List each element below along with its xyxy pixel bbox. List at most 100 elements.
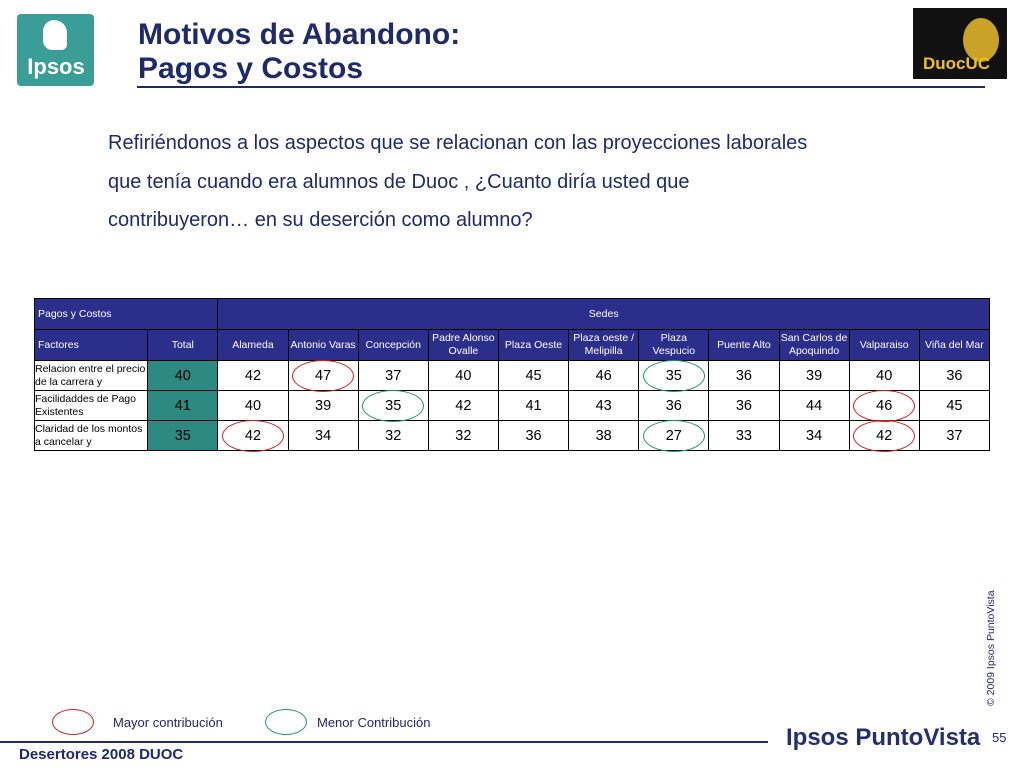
row-label: Facilidaddes de Pago Existentes [33,390,149,421]
cell-value: 44 [806,397,823,414]
mayor-contribucion-mark [292,359,355,392]
cell-value: 39 [806,367,823,384]
cell-value: 36 [665,397,682,414]
value-cell: 35 [357,389,429,422]
duoc-logo-text: DuocUC [923,54,991,73]
menor-contribucion-mark [642,419,705,452]
mayor-contribucion-mark [221,419,284,452]
page-number: 55 [992,730,1007,745]
footer-brand-logo: Ipsos PuntoVista [786,724,981,751]
results-table: Pagos y Costos Sedes Factores Total Alam… [33,298,991,452]
row-label: Relacion entre el precio de la carrera y [33,360,149,391]
value-cell: 42 [848,419,920,452]
value-cell: 32 [427,420,499,451]
column-header: Total [147,329,219,361]
column-header: Factores [33,329,149,361]
value-cell: 45 [918,390,991,421]
page-title-line2: Pagos y Costos [138,52,364,85]
table-row: Facilidaddes de Pago Existentes 41 40 39 35 4… [33,389,991,422]
value-cell: 41 [497,390,570,421]
value-cell: 37 [357,360,429,391]
value-cell: 36 [708,360,780,391]
table-group-row: Pagos y Costos Sedes [33,298,990,330]
table-row: Relacion entre el precio de la carrera y… [33,359,991,392]
duoc-logo: DuocUC [913,8,1007,79]
cell-value: 34 [806,427,823,444]
mayor-legend-label: Mayor contribución [113,715,223,730]
value-cell: 36 [638,390,710,421]
group-label: Sedes [217,298,990,330]
ipsos-logo: Ipsos [17,14,94,86]
mayor-legend-swatch [52,709,94,735]
column-header: Plaza oeste / Melipilla [568,329,640,361]
value-cell: 34 [778,420,850,451]
menor-contribucion-mark [362,389,425,422]
page-title-line1: Motivos de Abandono: [138,18,461,51]
question-line: contribuyeron… en su deserción como alum… [108,209,533,231]
column-header: San Carlos de Apoquindo [778,329,850,361]
value-cell: 46 [568,360,640,391]
value-cell: 32 [357,420,429,451]
cell-value: 36 [735,397,752,414]
column-header: Concepción [357,329,429,361]
value-cell: 36 [497,420,570,451]
university-seal-icon [963,18,999,62]
value-cell: 36 [708,390,780,421]
value-cell: 42 [217,419,289,452]
value-cell: 45 [497,360,570,391]
total-cell: 40 [147,360,219,391]
survey-question: Refiriéndonos a los aspectos que se rela… [108,124,928,240]
column-header: Viña del Mar [918,329,991,361]
footer-title: Desertores 2008 DUOC [19,746,184,763]
value-cell: 35 [638,359,710,392]
table-row: Claridad de los montos a cancelar y 35 42 3… [33,419,991,452]
value-cell: 36 [918,360,991,391]
column-header: Puente Alto [708,329,780,361]
column-header: Padre Alonso Ovalle [427,329,499,361]
cell-value: 36 [946,367,963,384]
cell-value: 39 [315,397,332,414]
page-title: Motivos de Abandono: Pagos y Costos [138,18,460,86]
cell-value: 40 [876,367,893,384]
cell-value: 43 [595,397,612,414]
menor-contribucion-mark [642,359,705,392]
cell-value: 37 [385,367,402,384]
cell-value: 37 [946,427,963,444]
cell-value: 33 [735,427,752,444]
value-cell: 33 [708,420,780,451]
cell-value: 40 [455,367,472,384]
cell-value: 40 [174,367,191,384]
question-line: Refiriéndonos a los aspectos que se rela… [108,132,808,154]
value-cell: 40 [848,360,920,391]
cell-value: 46 [595,367,612,384]
value-cell: 43 [568,390,640,421]
column-header: Valparaiso [848,329,920,361]
value-cell: 39 [287,390,359,421]
cell-value: 32 [455,427,472,444]
ipsos-logo-text: Ipsos [27,54,85,79]
menor-legend-swatch [265,709,307,735]
column-header: Alameda [217,329,289,361]
value-cell: 40 [427,360,499,391]
cell-value: 38 [595,427,612,444]
cell-value: 35 [174,427,191,444]
cell-value: 34 [315,427,332,444]
cell-value: 32 [385,427,402,444]
value-cell: 27 [638,419,710,452]
value-cell: 34 [287,420,359,451]
cell-value: 45 [525,367,542,384]
value-cell: 39 [778,360,850,391]
total-cell: 41 [147,390,219,421]
value-cell: 37 [918,420,991,451]
cell-value: 42 [244,367,262,384]
value-cell: 44 [778,390,850,421]
cell-value: 41 [525,397,542,414]
profile-head-icon [43,20,67,50]
column-header: Plaza Vespucio [638,329,710,361]
cell-value: 40 [244,397,262,414]
mayor-contribucion-mark [853,419,916,452]
cell-value: 36 [525,427,542,444]
column-header: Antonio Varas [287,329,359,361]
cell-value: 36 [735,367,752,384]
menor-legend-label: Menor Contribución [317,715,431,730]
